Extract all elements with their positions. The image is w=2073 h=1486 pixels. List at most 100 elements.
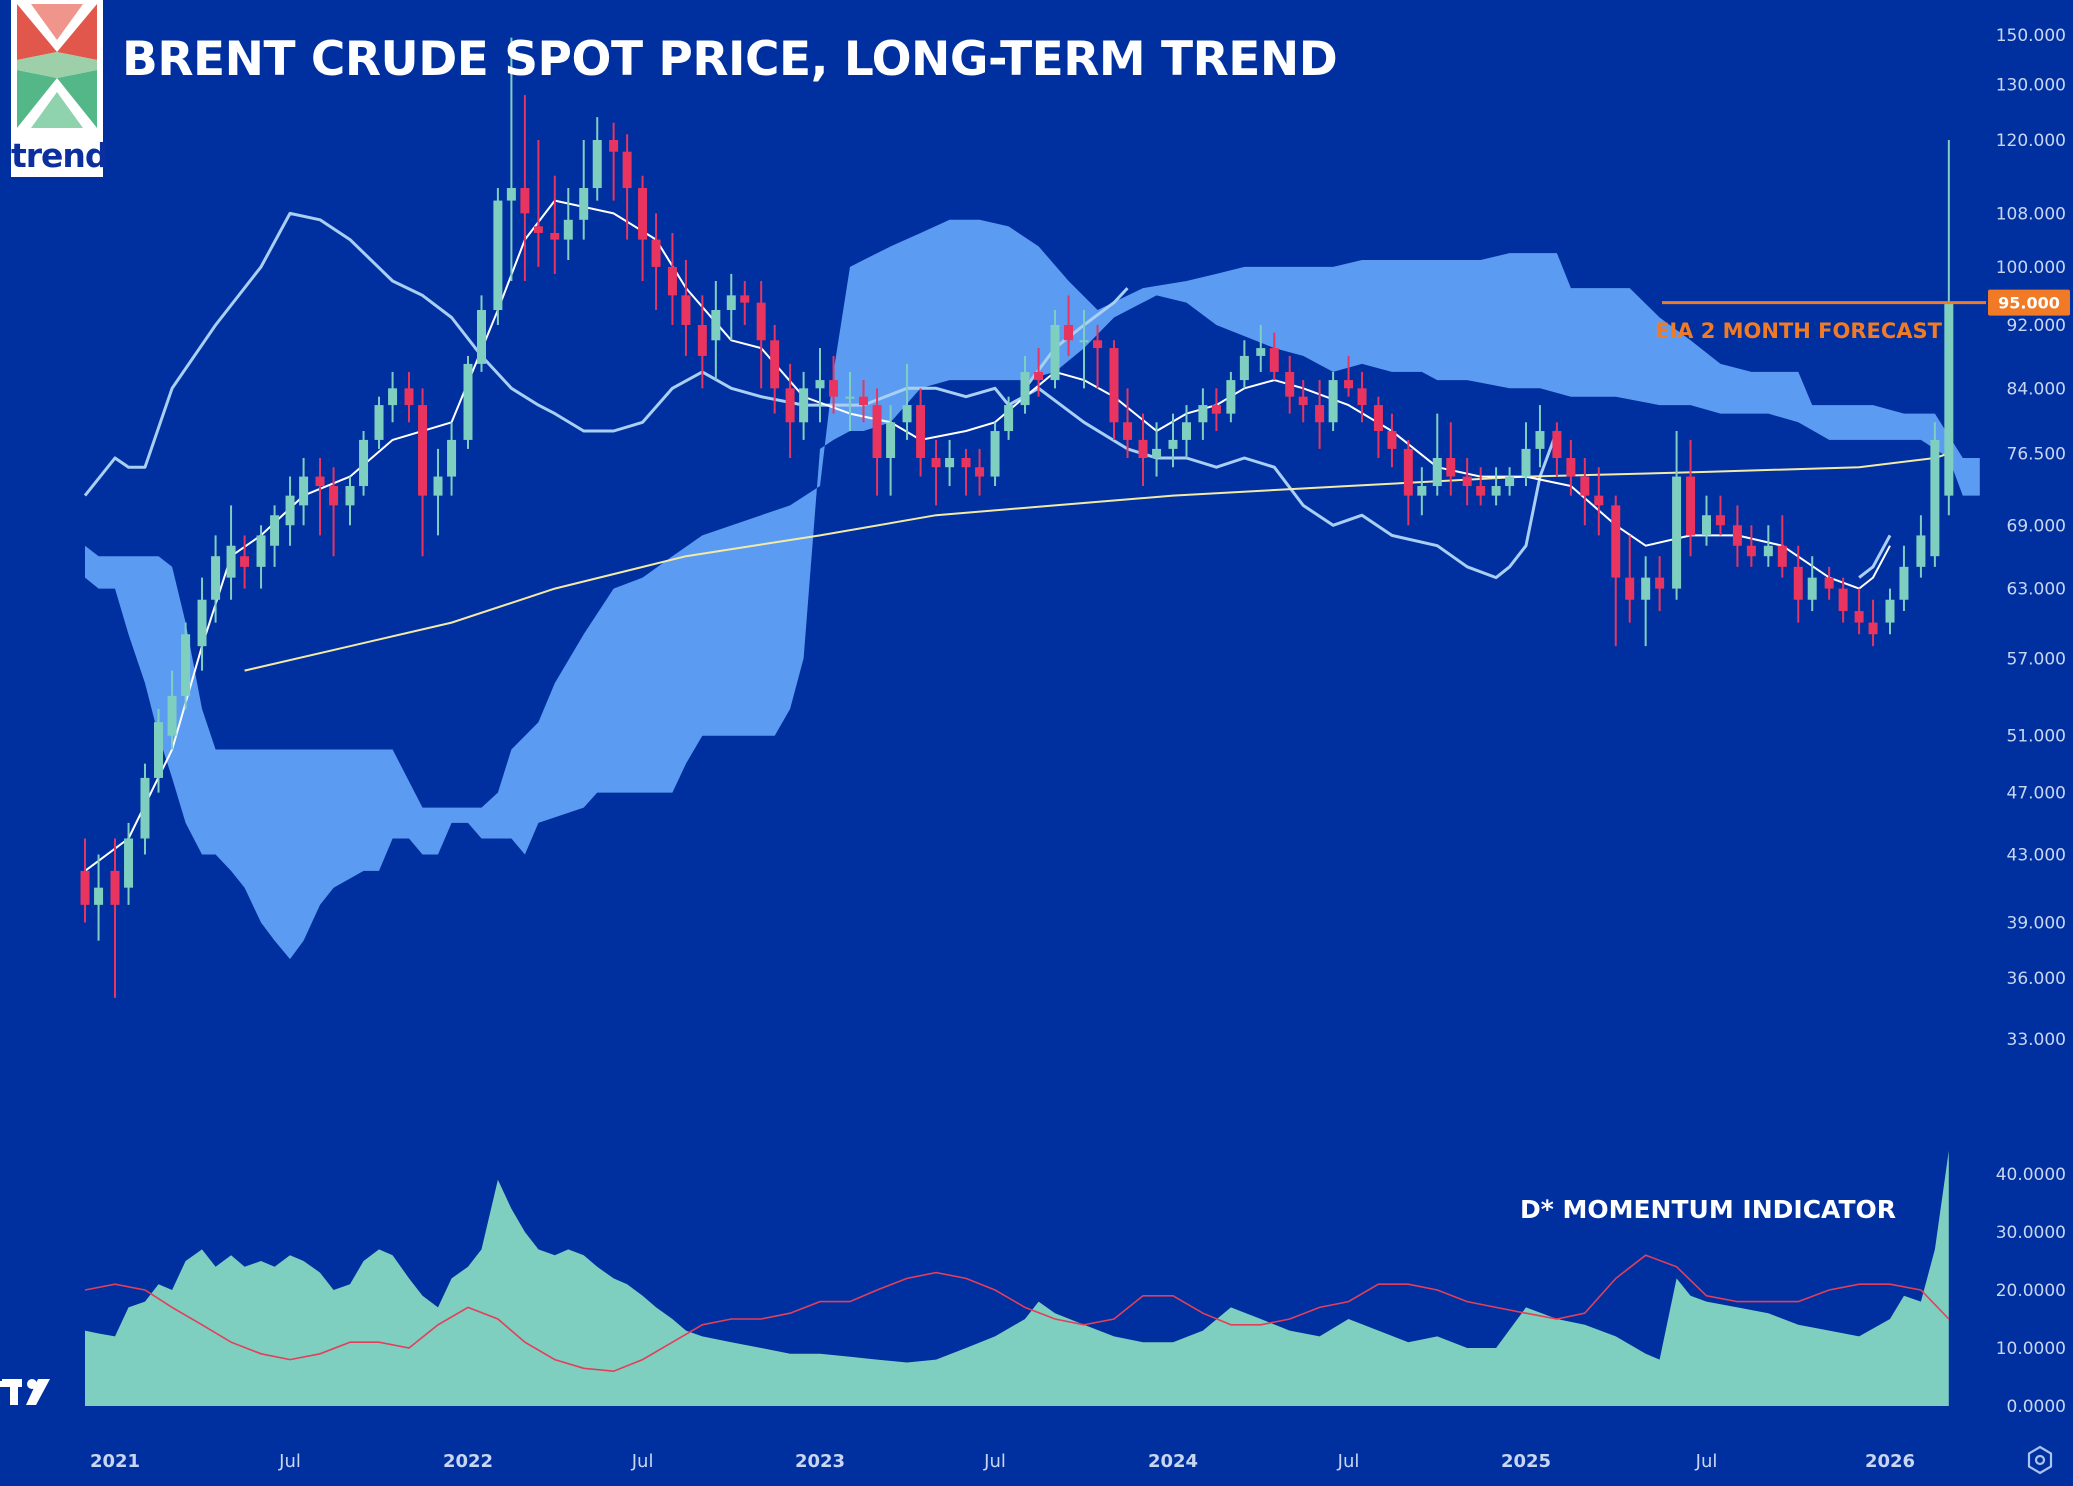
candle-body	[1211, 405, 1221, 414]
bullish-candle	[1944, 140, 1954, 516]
candle-body	[1168, 439, 1178, 449]
bearish-candle	[1580, 457, 1590, 526]
candle-body	[1899, 566, 1909, 600]
bullish-candle	[211, 535, 221, 623]
bearish-candle	[1034, 348, 1044, 397]
candle-body	[124, 838, 134, 888]
candle-body	[256, 535, 266, 567]
candle-body	[1702, 515, 1712, 536]
bearish-candle	[1824, 566, 1834, 600]
candle-body	[167, 695, 177, 736]
candle-body	[1269, 348, 1279, 372]
candle-body	[1944, 302, 1954, 496]
candle-body	[711, 310, 721, 341]
axes: 150.000 130.000 120.000 108.000 100.000 92.00…	[90, 26, 2066, 1472]
bearish-candle	[609, 122, 619, 201]
candle-body	[550, 232, 560, 240]
candle-body	[740, 295, 750, 303]
candle-body	[651, 239, 661, 267]
candle-body	[226, 545, 236, 578]
bullish-candle	[945, 439, 955, 487]
candle-body	[1580, 476, 1590, 496]
price-axis-tick: 51.000	[2007, 727, 2066, 747]
bearish-candle	[1269, 332, 1279, 381]
bearish-candle	[1373, 396, 1383, 458]
bearish-candle	[667, 232, 677, 325]
bullish-candle	[506, 37, 516, 281]
candle-body	[374, 405, 384, 440]
candle-body	[1672, 476, 1682, 589]
candle-body	[1916, 535, 1926, 567]
bullish-candle	[1505, 467, 1515, 496]
candle-body	[1328, 380, 1338, 423]
slow-moving-average-line	[244, 452, 1950, 672]
bearish-candle	[1285, 355, 1295, 414]
candle-body	[404, 388, 414, 406]
candle-body	[770, 340, 780, 389]
time-axis-tick: 2024	[1148, 1451, 1198, 1472]
candle-body	[154, 722, 164, 778]
price-axis-tick: 150.000	[1996, 26, 2066, 46]
candle-body	[1004, 405, 1014, 432]
bullish-candle	[563, 188, 573, 261]
bullish-candle	[477, 295, 487, 372]
candle-body	[1566, 457, 1576, 477]
bullish-candle	[1672, 431, 1682, 600]
upper-band-line	[83, 211, 1010, 497]
candle-body	[110, 870, 120, 905]
candle-body	[902, 405, 912, 423]
candle-body	[1885, 599, 1895, 623]
bearish-candle	[1552, 422, 1562, 477]
candle-body	[477, 310, 487, 364]
candle-body	[1403, 448, 1413, 496]
candle-body	[638, 188, 648, 240]
candle-body	[270, 515, 280, 546]
candle-body	[1930, 439, 1940, 557]
bullish-candle	[886, 405, 896, 496]
bearish-candle	[550, 175, 560, 274]
candle-body	[181, 634, 191, 696]
bullish-candle	[1641, 556, 1651, 647]
bullish-candle	[1020, 355, 1030, 414]
bullish-candle	[1763, 525, 1773, 567]
forecast-value-label: 95.000	[1998, 294, 2060, 313]
bullish-candle	[726, 273, 736, 341]
candle-body	[345, 486, 355, 506]
bullish-candle	[167, 670, 177, 750]
price-axis-tick: 43.000	[2007, 846, 2066, 866]
momentum-axis-tick: 30.0000	[1996, 1223, 2066, 1243]
bullish-candle	[124, 822, 134, 905]
candle-body	[493, 200, 503, 311]
candle-body	[1020, 371, 1030, 406]
bullish-candle	[1432, 413, 1442, 496]
bullish-candle	[1182, 405, 1192, 458]
candle-body	[1838, 588, 1848, 612]
bullish-candle	[197, 577, 207, 671]
forecast-label: EIA 2 MONTH FORECAST	[1655, 319, 1943, 343]
time-axis-tick: 2022	[443, 1451, 493, 1472]
candle-body	[1387, 431, 1397, 449]
bullish-candle	[1807, 556, 1817, 612]
tradingview-logo-icon[interactable]	[0, 1375, 62, 1409]
bullish-candle	[374, 396, 384, 449]
bullish-candle	[285, 476, 295, 546]
bullish-candle	[1198, 388, 1208, 440]
price-axis-tick: 63.000	[2007, 580, 2066, 600]
candle-body	[945, 457, 955, 468]
candle-body	[1182, 422, 1192, 440]
momentum-signal-line	[84, 1254, 1950, 1373]
lower-band-line	[1007, 386, 1559, 580]
price-axis-tick: 47.000	[2007, 784, 2066, 804]
bullish-candle	[140, 763, 150, 855]
bullish-candle	[463, 355, 473, 449]
bullish-candle	[1916, 515, 1926, 578]
candle-body	[1732, 525, 1742, 546]
bullish-candle	[1168, 413, 1178, 468]
candle-body	[1079, 340, 1089, 343]
candle-body	[726, 295, 736, 311]
candle-body	[609, 140, 619, 152]
settings-gear-icon[interactable]	[2025, 1445, 2055, 1475]
bullish-candle	[447, 422, 457, 496]
candle-body	[1594, 495, 1604, 506]
bullish-candle	[345, 476, 355, 526]
